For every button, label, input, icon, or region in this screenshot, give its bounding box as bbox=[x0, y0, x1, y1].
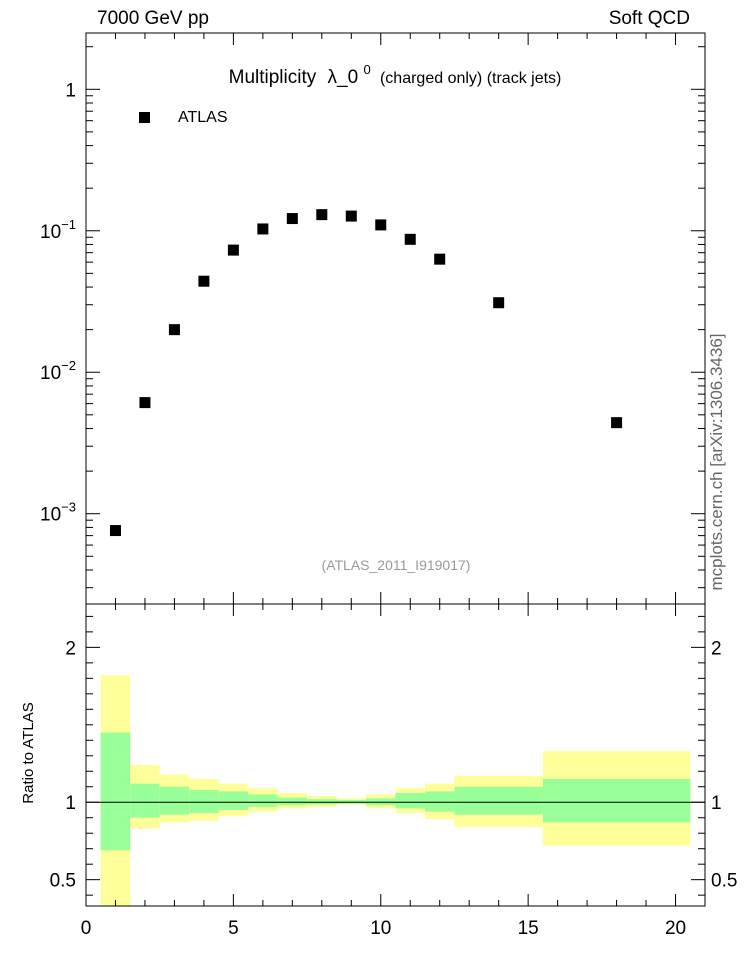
y-tick-label-base-0: 1 bbox=[65, 80, 76, 101]
ratio-band-inner-12 bbox=[454, 786, 543, 815]
ratio-bands bbox=[86, 675, 705, 906]
collision-label: 7000 GeV pp bbox=[97, 8, 209, 29]
y-tick-label-exponent-2: −2 bbox=[61, 358, 76, 373]
ratio-band-inner-6 bbox=[277, 797, 308, 806]
y-tick-label-3: 10−3 bbox=[40, 500, 76, 526]
data-point-atlas-5 bbox=[257, 223, 269, 235]
analysis-watermark: (ATLAS_2011_I919017) bbox=[322, 557, 471, 573]
ratio-y-tick-label-left-1: 1 bbox=[65, 793, 76, 814]
ratio-band-inner-1 bbox=[130, 783, 160, 818]
y-tick-label-base-3: 10 bbox=[40, 505, 61, 526]
x-tick-label-2: 10 bbox=[370, 918, 391, 939]
y-tick-label-exponent-3: −3 bbox=[61, 500, 76, 515]
data-point-atlas-2 bbox=[168, 324, 180, 336]
data-point-atlas-12 bbox=[493, 297, 505, 309]
y-tick-label-base-2: 10 bbox=[40, 363, 61, 384]
plot-title-symbol: λ_0 bbox=[328, 67, 359, 88]
x-tick-label-1: 5 bbox=[228, 918, 239, 939]
ratio-y-tick-label-right-0: 0.5 bbox=[711, 871, 737, 892]
data-point-atlas-7 bbox=[316, 209, 328, 221]
data-point-atlas-3 bbox=[198, 275, 210, 287]
main-plot-data bbox=[109, 209, 623, 537]
data-point-atlas-13 bbox=[611, 417, 623, 429]
ratio-band-inner-13 bbox=[542, 779, 691, 823]
ratio-band-inner-3 bbox=[189, 789, 219, 814]
y-tick-label-0: 1 bbox=[65, 80, 76, 101]
ratio-y-tick-label-left-0: 0.5 bbox=[50, 871, 76, 892]
data-point-atlas-4 bbox=[227, 244, 239, 256]
ratio-band-inner-0 bbox=[100, 732, 131, 851]
x-tick-label-0: 0 bbox=[81, 918, 92, 939]
y-tick-label-exponent-1: −1 bbox=[61, 217, 76, 232]
legend-label-atlas: ATLAS bbox=[178, 109, 228, 126]
ratio-band-inner-5 bbox=[248, 794, 278, 807]
ratio-band-inner-2 bbox=[159, 786, 190, 815]
ratio-y-tick-label-right-2: 2 bbox=[711, 638, 722, 659]
plot-frames bbox=[85, 32, 706, 907]
analysis-category: Soft QCD bbox=[608, 8, 690, 29]
axis-ticks bbox=[85, 33, 706, 906]
data-point-atlas-9 bbox=[375, 219, 387, 231]
ratio-plot-frame bbox=[85, 603, 706, 907]
data-point-atlas-11 bbox=[434, 253, 446, 265]
ratio-y-tick-label-left-2: 2 bbox=[65, 638, 76, 659]
plot-title-suffix: (charged only) (track jets) bbox=[380, 70, 561, 87]
ratio-band-inner-4 bbox=[218, 791, 249, 810]
plot-title-superscript: 0 bbox=[363, 62, 370, 77]
data-point-atlas-8 bbox=[345, 210, 357, 222]
x-tick-label-4: 20 bbox=[665, 918, 686, 939]
plot-title-main: Multiplicity bbox=[229, 67, 317, 88]
ratio-y-axis-label: Ratio to ATLAS bbox=[20, 702, 37, 803]
data-point-atlas-6 bbox=[286, 213, 298, 225]
ratio-y-tick-label-right-1: 1 bbox=[711, 793, 722, 814]
y-tick-label-base-1: 10 bbox=[40, 222, 61, 243]
legend-marker-atlas bbox=[139, 112, 150, 123]
data-point-atlas-0 bbox=[109, 525, 121, 537]
x-tick-label-3: 15 bbox=[518, 918, 539, 939]
data-point-atlas-10 bbox=[404, 233, 416, 245]
ratio-band-inner-11 bbox=[424, 791, 455, 812]
ratio-band-inner-10 bbox=[395, 792, 425, 809]
plot-title: Multiplicity λ_0 0 (charged only) (track… bbox=[229, 58, 562, 88]
data-point-atlas-1 bbox=[139, 397, 151, 409]
y-tick-label-2: 10−2 bbox=[40, 358, 76, 384]
y-tick-label-1: 10−1 bbox=[40, 217, 76, 243]
